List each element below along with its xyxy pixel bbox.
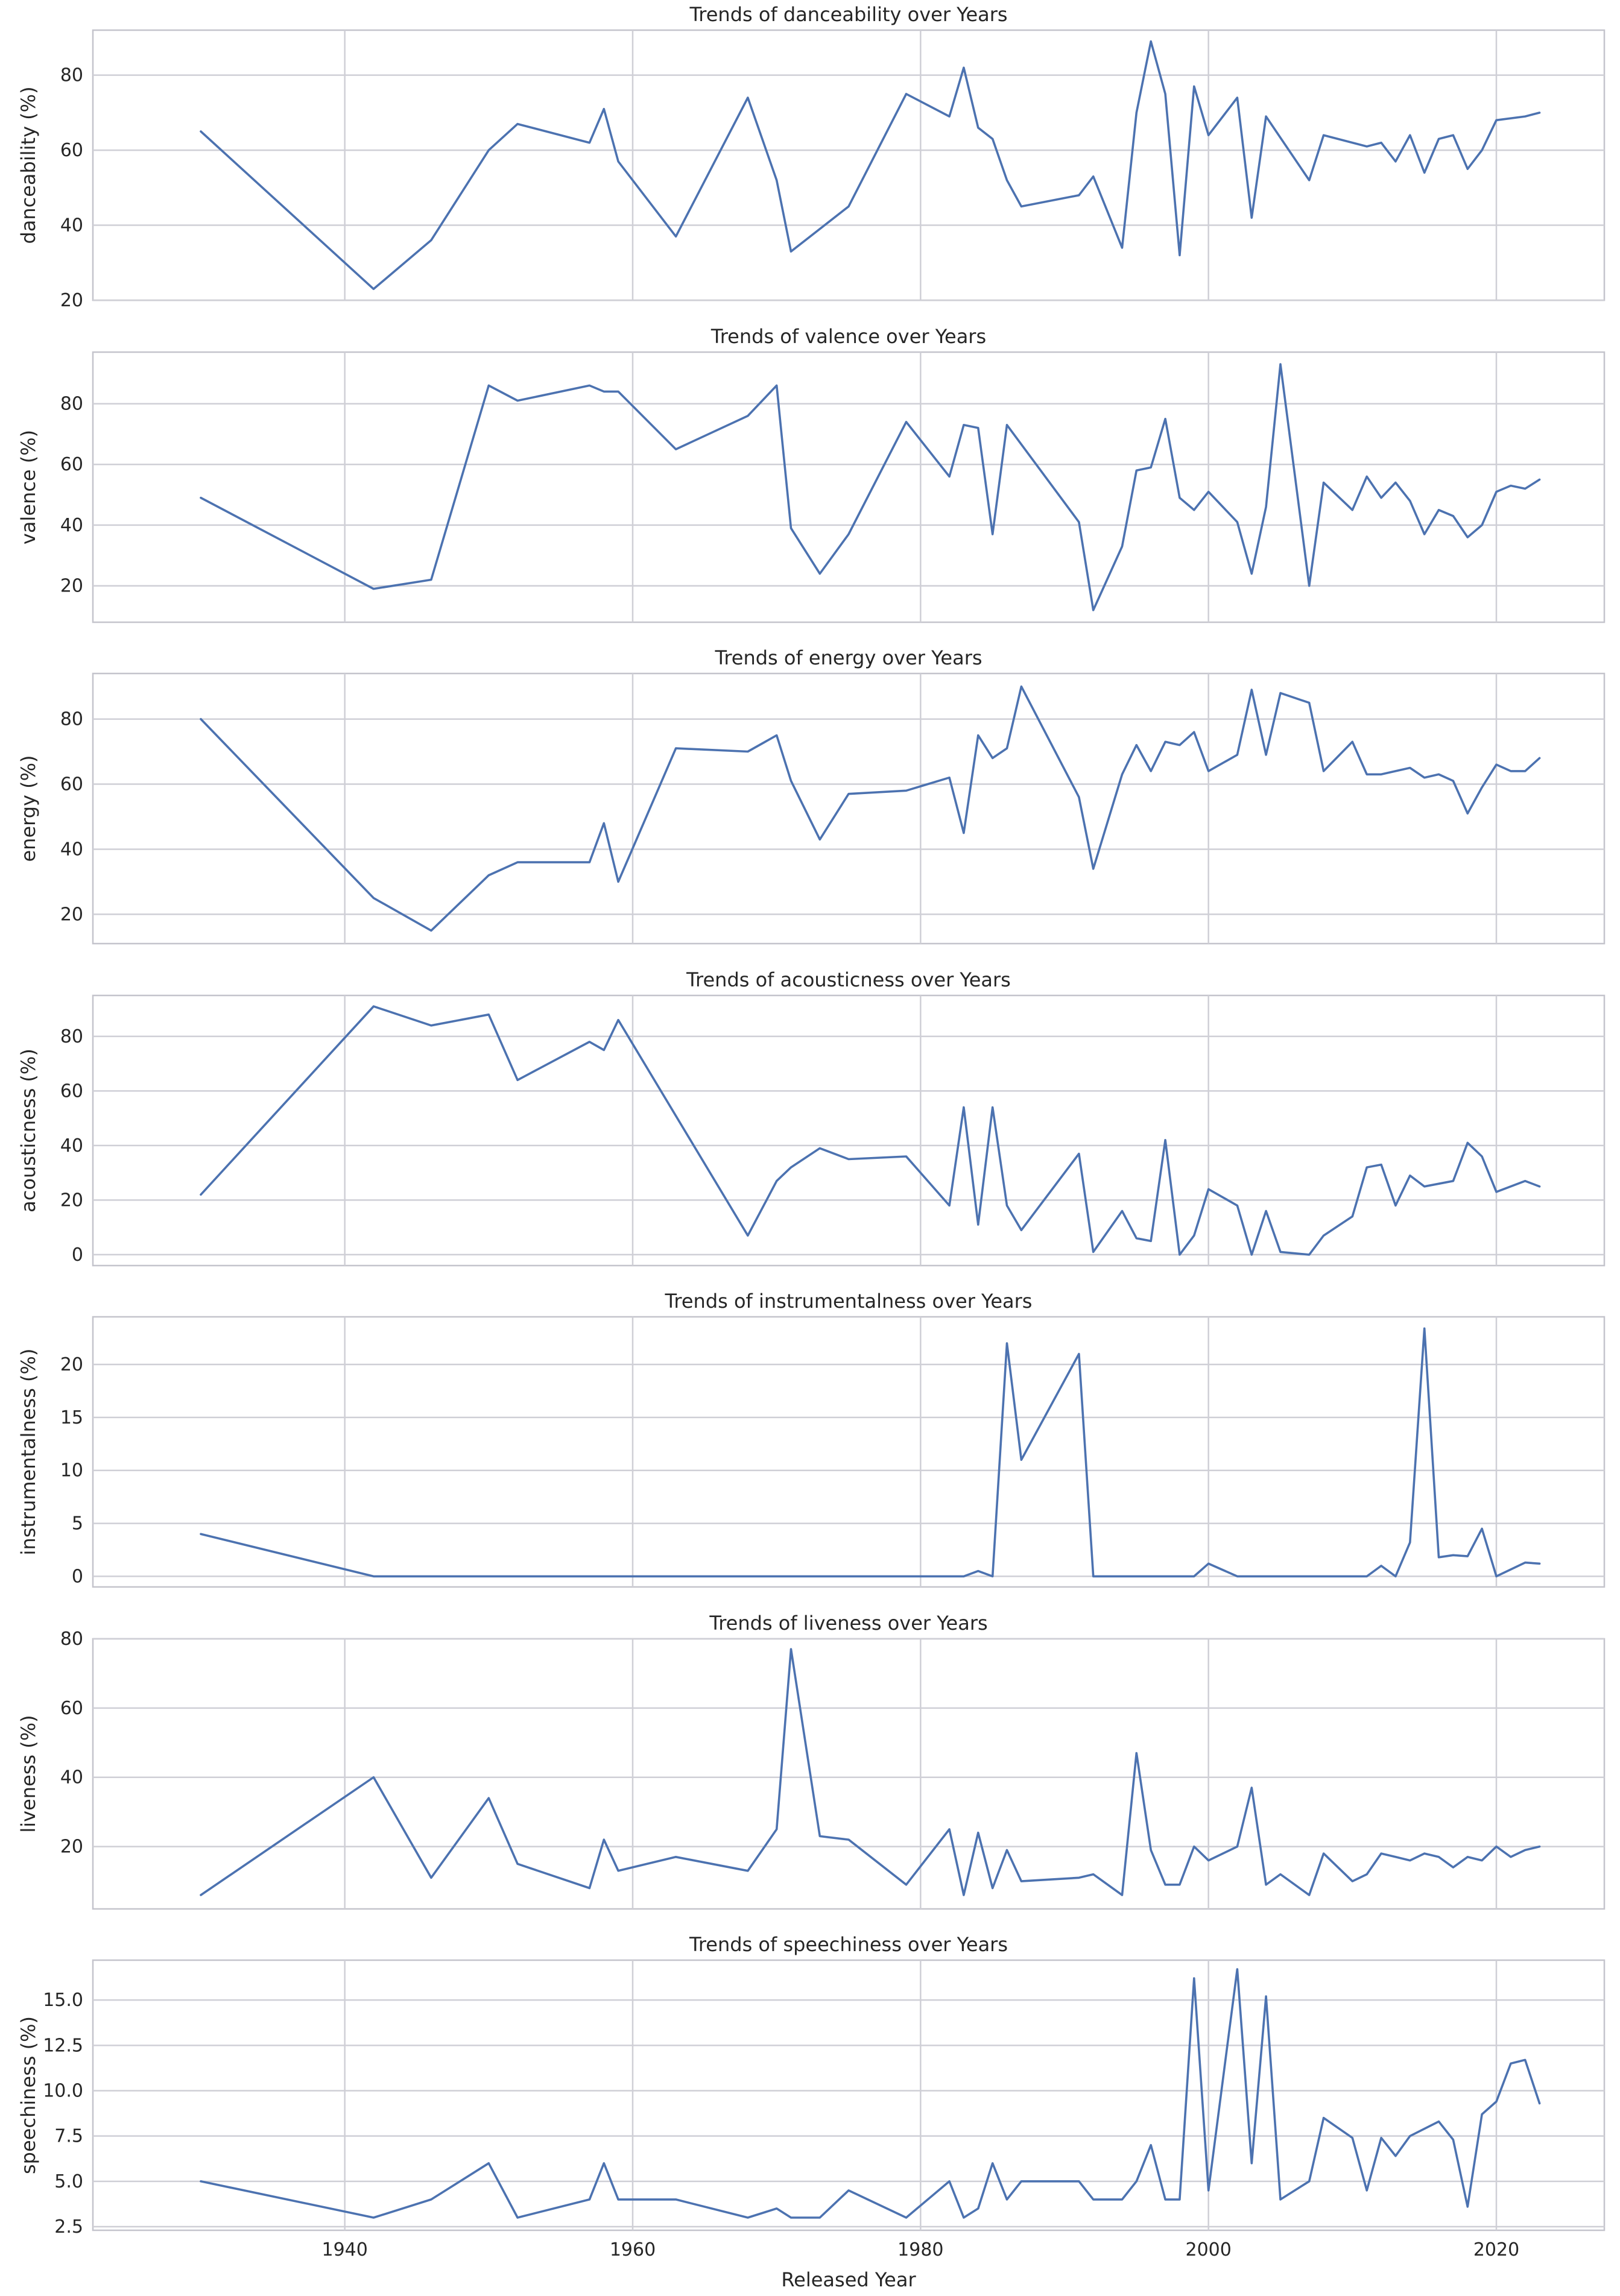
y-tick-label: 20 [60, 1190, 83, 1211]
series-line [200, 1327, 1541, 1578]
plot-area [92, 29, 1606, 301]
panel-title: Trends of energy over Years [714, 646, 982, 669]
plot-area [92, 1638, 1606, 1910]
plot-area [92, 672, 1606, 945]
y-tick-label: 80 [60, 709, 83, 730]
subplot-panel: 20 40 60 80 Trends of valence over Years vale… [17, 325, 1606, 623]
x-tick-label: 1980 [897, 2239, 943, 2260]
y-tick-label: 0 [72, 1566, 83, 1587]
y-tick-label: 40 [60, 1135, 83, 1156]
subplot-panel: 20 40 60 80 Trends of energy over Years energ… [17, 646, 1606, 945]
y-axis-label: danceability (%) [17, 86, 40, 244]
x-tick-label: 2000 [1185, 2239, 1231, 2260]
y-tick-label: 40 [60, 515, 83, 536]
y-tick-label: 80 [60, 65, 83, 86]
subplot-panel: 1940 1960 1980 2000 2020 2.5 5.0 7.5 10.0 12.5 15.… [17, 1933, 1606, 2260]
x-tick-label: 1960 [610, 2239, 656, 2260]
x-tick-label: 2020 [1473, 2239, 1519, 2260]
y-tick-label: 10.0 [43, 2080, 83, 2101]
plot-area [92, 351, 1606, 623]
plot-area [92, 1316, 1606, 1588]
y-tick-label: 40 [60, 839, 83, 860]
y-tick-label: 40 [60, 1767, 83, 1788]
series-line [200, 363, 1541, 611]
panel-title: Trends of danceability over Years [689, 3, 1007, 26]
series-line [200, 685, 1541, 932]
y-tick-label: 7.5 [54, 2126, 83, 2147]
y-tick-label: 60 [60, 1080, 83, 1102]
y-tick-label: 60 [60, 140, 83, 161]
panel-title: Trends of instrumentalness over Years [665, 1290, 1033, 1313]
subplots: 20 40 60 80 Trends of danceability over Year… [17, 3, 1606, 2260]
y-tick-label: 12.5 [43, 2035, 83, 2056]
y-tick-label: 10 [60, 1460, 83, 1481]
panel-title: Trends of acousticness over Years [686, 968, 1011, 991]
y-tick-label: 60 [60, 774, 83, 795]
y-tick-label: 5.0 [54, 2171, 83, 2192]
y-axis-label: liveness (%) [17, 1715, 40, 1832]
y-tick-label: 40 [60, 215, 83, 236]
y-tick-label: 15.0 [43, 1990, 83, 2011]
y-tick-label: 80 [60, 1629, 83, 1650]
series-line [200, 40, 1541, 291]
y-tick-label: 60 [60, 454, 83, 475]
y-axis-label: energy (%) [17, 755, 40, 862]
y-tick-label: 60 [60, 1698, 83, 1719]
series-line [200, 1648, 1541, 1896]
x-axis-label: Released Year [781, 2268, 916, 2291]
series-line [200, 1005, 1541, 1256]
y-axis-label: instrumentalness (%) [17, 1349, 40, 1556]
subplot-panel: 20 40 60 80 Trends of liveness over Years liv… [17, 1612, 1606, 1910]
y-axis-label: acousticness (%) [17, 1049, 40, 1213]
y-tick-label: 20 [60, 290, 83, 311]
y-axis-label: valence (%) [17, 430, 40, 544]
y-tick-label: 20 [60, 904, 83, 925]
x-tick-label: 1940 [321, 2239, 367, 2260]
y-tick-label: 2.5 [54, 2216, 83, 2238]
y-tick-label: 0 [72, 1244, 83, 1266]
y-tick-label: 20 [60, 576, 83, 597]
panel-title: Trends of valence over Years [710, 325, 986, 348]
subplot-panel: 0 20 40 60 80 Trends of acousticness over Yea… [17, 968, 1606, 1267]
y-tick-label: 80 [60, 1026, 83, 1047]
panel-title: Trends of liveness over Years [709, 1612, 987, 1635]
y-tick-label: 80 [60, 394, 83, 415]
series-line [200, 1968, 1541, 2219]
subplot-panel: 20 40 60 80 Trends of danceability over Year… [17, 3, 1606, 311]
y-tick-label: 15 [60, 1407, 83, 1428]
y-tick-label: 5 [72, 1513, 83, 1534]
y-tick-label: 20 [60, 1837, 83, 1858]
y-axis-label: speechiness (%) [17, 2016, 40, 2174]
subplot-panel: 0 5 10 15 20 Trends of instrumentalness over … [17, 1290, 1606, 1588]
y-tick-label: 20 [60, 1354, 83, 1375]
panel-title: Trends of speechiness over Years [689, 1933, 1008, 1956]
